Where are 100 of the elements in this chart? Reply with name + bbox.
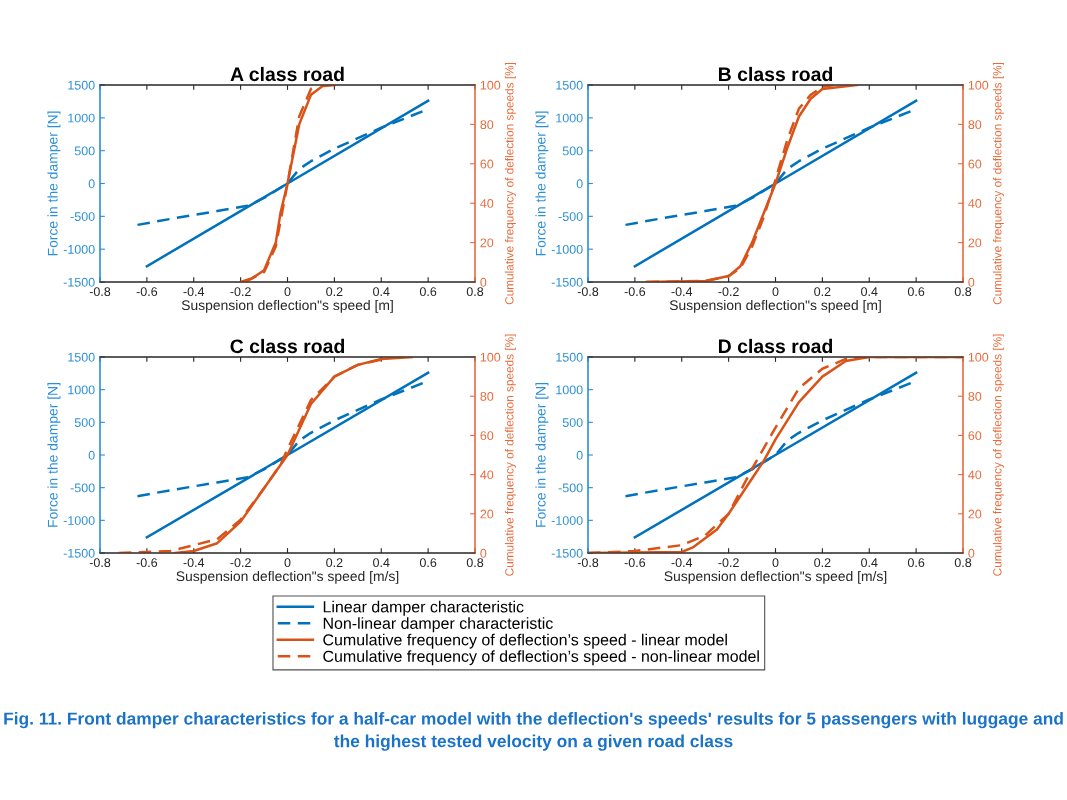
legend-label: Linear damper characteristic [323,600,524,616]
x-tick-label: 0.4 [373,558,390,568]
y-axis-title: Force in the damper [N] [535,111,549,256]
x-tick-label: -0.2 [718,287,739,297]
x-tick-label: 0.8 [466,558,484,568]
x-tick-label: -0.8 [577,287,599,297]
y2-tick-label: 40 [968,199,982,208]
y2-tick-label: 0 [480,277,487,287]
x-tick-label: 0.4 [861,287,878,297]
y2-tick-label: 80 [480,120,494,130]
x-tick-label: -0.6 [624,558,646,568]
y-tick-label: -500 [70,483,95,493]
y-tick-label: 0 [576,179,583,189]
chart-title: D class road [718,338,833,354]
y2-axis-title: Cumulative frequency of deflection speeds [%] [992,62,1004,305]
x-tick-label: -0.8 [89,287,111,297]
y-tick-label: -500 [558,212,583,221]
x-tick-label: -0.4 [671,558,693,568]
x-tick-label: -0.4 [183,558,205,568]
y-tick-label: 500 [562,418,583,427]
x-tick-label: 0 [772,558,779,568]
y-tick-label: 1000 [556,385,583,395]
x-axis-title: Suspension deflection"s speed [m/s] [664,570,887,584]
y-tick-label: 0 [88,450,95,460]
x-tick-label: 0.8 [954,558,972,568]
x-tick-label: -0.6 [136,287,158,297]
x-axis-title: Suspension deflection"s speed [m] [669,299,881,313]
y2-tick-label: 60 [968,431,982,441]
legend-label: Non-linear damper characteristic [323,617,553,633]
y2-tick-label: 40 [480,470,494,480]
x-tick-label: 0.2 [814,287,831,297]
x-tick-label: 0.8 [954,287,972,297]
y2-axis-title: Cumulative frequency of deflection speeds [%] [992,334,1004,576]
y2-tick-label: 80 [968,120,982,130]
x-tick-label: -0.2 [718,558,739,568]
y2-tick-label: 100 [480,80,501,90]
x-tick-label: -0.2 [230,558,251,568]
x-tick-label: -0.4 [671,287,693,297]
x-tick-label: 0.6 [907,287,925,297]
x-tick-label: -0.8 [577,558,599,568]
x-tick-label: -0.8 [89,558,111,568]
y-tick-label: -1500 [63,277,95,287]
y-tick-label: 1000 [68,385,95,395]
y2-tick-label: 20 [968,509,982,519]
y2-tick-label: 100 [968,352,989,362]
x-tick-label: 0.6 [419,558,437,568]
y2-tick-label: 40 [480,199,494,208]
caption: Fig. 11. Front damper characteristics for a half-car model with the deflection's speeds' results for 5 passengers with luggage and the highest tested velocity on a given road class [4,712,1063,751]
y-tick-label: -1500 [63,548,95,558]
y-tick-label: 1500 [68,352,95,362]
y2-tick-label: 20 [480,509,494,519]
y2-tick-label: 60 [480,159,494,169]
x-tick-label: 0.4 [861,558,878,568]
x-tick-label: -0.2 [230,287,251,297]
y2-tick-label: 80 [968,392,982,401]
y2-tick-label: 60 [968,159,982,169]
x-tick-label: 0.2 [326,558,343,568]
y2-tick-label: 20 [480,238,494,248]
y-tick-label: 1500 [556,80,583,90]
x-axis-title: Suspension deflection"s speed [m] [181,299,393,313]
y-tick-label: 500 [562,146,583,156]
x-tick-label: 0.6 [419,287,437,297]
x-tick-label: 0 [772,287,779,297]
y2-axis-title: Cumulative frequency of deflection speeds [%] [504,334,516,576]
x-tick-label: -0.6 [136,558,158,568]
chart-title: C class road [230,338,345,354]
y2-tick-label: 100 [480,352,501,362]
y2-axis-title: Cumulative frequency of deflection speeds [%] [504,62,516,305]
y-tick-label: 1000 [68,113,95,123]
y-tick-label: 0 [88,179,95,189]
y2-tick-label: 60 [480,431,494,441]
y-axis-title: Force in the damper [N] [535,383,549,527]
y2-tick-label: 0 [968,548,975,558]
x-tick-label: -0.6 [624,287,646,297]
x-tick-label: 0.2 [326,287,343,297]
y2-tick-label: 0 [480,548,487,558]
x-tick-label: 0.8 [466,287,484,297]
y-tick-label: -1000 [551,244,583,254]
y-tick-label: 1500 [556,352,583,362]
x-tick-label: 0.4 [373,287,390,297]
y-tick-label: -1000 [63,244,95,254]
y2-tick-label: 80 [480,392,494,401]
y-tick-label: 0 [576,450,583,460]
y-tick-label: -1000 [63,516,95,525]
chart-title: B class road [718,66,833,82]
legend-label: Cumulative frequency of deflection’s speed - linear model [323,633,727,649]
y2-tick-label: 40 [968,470,982,480]
y-tick-label: 500 [74,418,95,427]
y-tick-label: -500 [70,212,95,221]
y-tick-label: -1000 [551,516,583,525]
legend-label: Cumulative frequency of deflection’s speed - non-linear model [323,650,759,666]
x-tick-label: 0.2 [814,558,831,568]
y2-tick-label: 0 [968,277,975,287]
chart-title: A class road [230,66,344,82]
y2-tick-label: 100 [968,80,989,90]
y2-tick-label: 20 [968,238,982,248]
y-tick-label: -1500 [551,277,583,287]
y-tick-label: 500 [74,146,95,156]
x-tick-label: -0.4 [183,287,205,297]
x-tick-label: 0 [284,287,291,297]
